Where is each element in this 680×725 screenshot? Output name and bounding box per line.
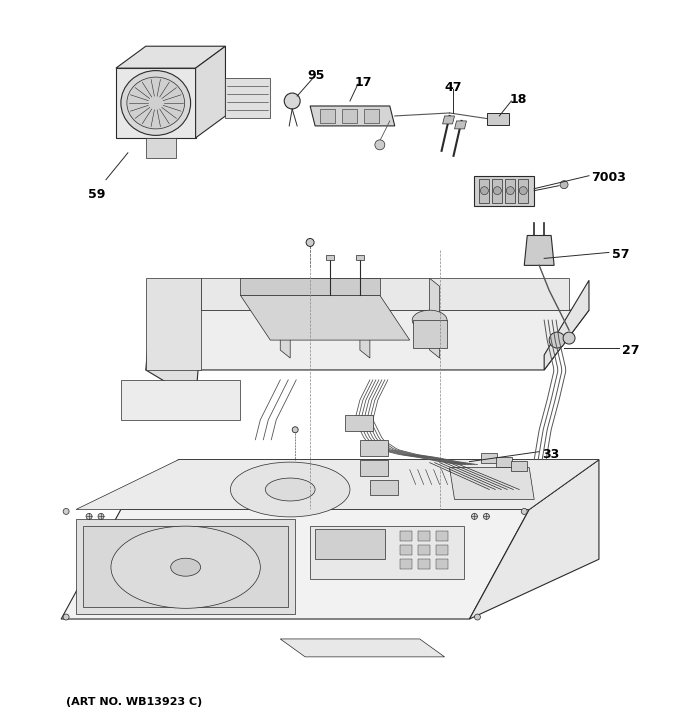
Ellipse shape — [231, 462, 350, 517]
Polygon shape — [196, 46, 226, 138]
Polygon shape — [360, 460, 388, 476]
Polygon shape — [443, 116, 454, 124]
Polygon shape — [146, 278, 201, 370]
Polygon shape — [146, 310, 589, 370]
Polygon shape — [413, 320, 447, 348]
Polygon shape — [310, 526, 464, 579]
Polygon shape — [418, 559, 430, 569]
Polygon shape — [121, 380, 241, 420]
Polygon shape — [544, 281, 589, 370]
Polygon shape — [121, 460, 599, 510]
Polygon shape — [326, 255, 334, 260]
Polygon shape — [492, 178, 503, 202]
Circle shape — [292, 427, 298, 433]
Text: 18: 18 — [509, 93, 527, 106]
Polygon shape — [146, 310, 201, 400]
Circle shape — [98, 513, 104, 519]
Polygon shape — [475, 175, 534, 206]
Polygon shape — [280, 278, 290, 358]
Text: 33: 33 — [542, 447, 560, 460]
Polygon shape — [449, 468, 534, 500]
Polygon shape — [436, 531, 447, 542]
Polygon shape — [226, 78, 270, 118]
Text: 95: 95 — [307, 69, 324, 82]
Circle shape — [507, 186, 514, 194]
Polygon shape — [418, 545, 430, 555]
Text: 7003: 7003 — [591, 171, 626, 183]
Polygon shape — [469, 460, 599, 619]
Circle shape — [63, 614, 69, 620]
Polygon shape — [83, 526, 288, 607]
Polygon shape — [241, 295, 410, 340]
Circle shape — [563, 332, 575, 344]
Polygon shape — [496, 457, 512, 467]
Circle shape — [494, 186, 501, 194]
Text: 57: 57 — [612, 249, 630, 262]
Polygon shape — [342, 109, 357, 123]
Polygon shape — [76, 460, 599, 510]
Circle shape — [520, 186, 527, 194]
Polygon shape — [356, 255, 364, 260]
Polygon shape — [320, 109, 335, 123]
Circle shape — [86, 513, 92, 519]
Polygon shape — [146, 138, 175, 158]
Circle shape — [483, 513, 490, 519]
Polygon shape — [454, 121, 466, 129]
Polygon shape — [518, 178, 528, 202]
Polygon shape — [280, 639, 445, 657]
Circle shape — [284, 93, 300, 109]
Text: 47: 47 — [445, 81, 462, 94]
Circle shape — [63, 508, 69, 515]
Polygon shape — [76, 519, 295, 614]
Circle shape — [481, 186, 488, 194]
Ellipse shape — [171, 558, 201, 576]
Polygon shape — [481, 452, 497, 463]
Circle shape — [549, 332, 565, 348]
Text: 17: 17 — [355, 76, 373, 89]
Polygon shape — [241, 278, 380, 295]
Circle shape — [522, 508, 527, 515]
Polygon shape — [345, 415, 373, 431]
Text: (ART NO. WB13923 C): (ART NO. WB13923 C) — [66, 697, 203, 707]
Text: 59: 59 — [88, 188, 105, 201]
Polygon shape — [360, 278, 370, 358]
Polygon shape — [479, 178, 490, 202]
Circle shape — [560, 181, 568, 188]
Ellipse shape — [265, 478, 315, 501]
Ellipse shape — [412, 310, 447, 330]
Polygon shape — [370, 479, 398, 495]
Polygon shape — [400, 559, 411, 569]
Polygon shape — [418, 531, 430, 542]
Polygon shape — [430, 278, 439, 358]
Polygon shape — [310, 106, 395, 126]
Polygon shape — [116, 68, 196, 138]
Circle shape — [375, 140, 385, 150]
Circle shape — [306, 239, 314, 246]
Polygon shape — [364, 109, 379, 123]
Polygon shape — [505, 178, 515, 202]
Polygon shape — [201, 278, 569, 310]
Ellipse shape — [111, 526, 260, 608]
Circle shape — [471, 513, 477, 519]
Text: 27: 27 — [622, 344, 639, 357]
Polygon shape — [360, 439, 388, 455]
Polygon shape — [511, 460, 527, 471]
Polygon shape — [436, 545, 447, 555]
Polygon shape — [488, 113, 509, 125]
Polygon shape — [315, 529, 385, 559]
Polygon shape — [61, 510, 529, 619]
Polygon shape — [116, 46, 226, 68]
Polygon shape — [400, 545, 411, 555]
Polygon shape — [436, 559, 447, 569]
Ellipse shape — [127, 77, 185, 129]
Polygon shape — [524, 236, 554, 265]
Polygon shape — [400, 531, 411, 542]
Ellipse shape — [121, 70, 190, 136]
Circle shape — [475, 614, 481, 620]
